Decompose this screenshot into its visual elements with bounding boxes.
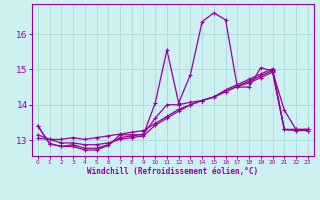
X-axis label: Windchill (Refroidissement éolien,°C): Windchill (Refroidissement éolien,°C) bbox=[87, 167, 258, 176]
